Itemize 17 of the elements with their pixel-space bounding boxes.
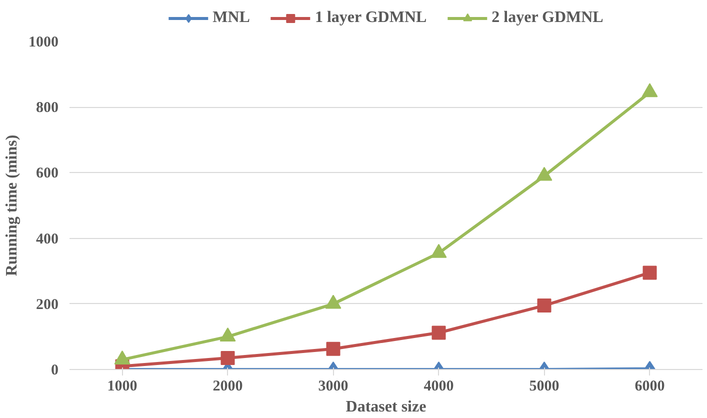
y-tick-label: 1000 xyxy=(28,34,58,50)
y-tick-label: 800 xyxy=(36,100,58,116)
x-tick-label: 6000 xyxy=(634,378,665,394)
y-tick-label: 0 xyxy=(51,362,58,378)
legend-label: MNL xyxy=(212,9,250,27)
y-tick-label: 400 xyxy=(36,231,58,248)
legend-label: 1 layer GDMNL xyxy=(314,9,427,27)
y-axis-title: Running time (mins) xyxy=(4,134,20,276)
x-tick-label: 5000 xyxy=(529,378,560,394)
legend-label: 2 layer GDMNL xyxy=(492,9,604,27)
y-tick-label: 200 xyxy=(36,296,58,313)
x-tick-label: 2000 xyxy=(212,378,243,394)
x-axis-title: Dataset size xyxy=(346,398,426,416)
y-tick-label: 600 xyxy=(36,166,58,182)
x-tick-label: 1000 xyxy=(107,378,138,394)
x-tick-label: 4000 xyxy=(424,378,454,394)
x-tick-label: 3000 xyxy=(318,378,348,394)
